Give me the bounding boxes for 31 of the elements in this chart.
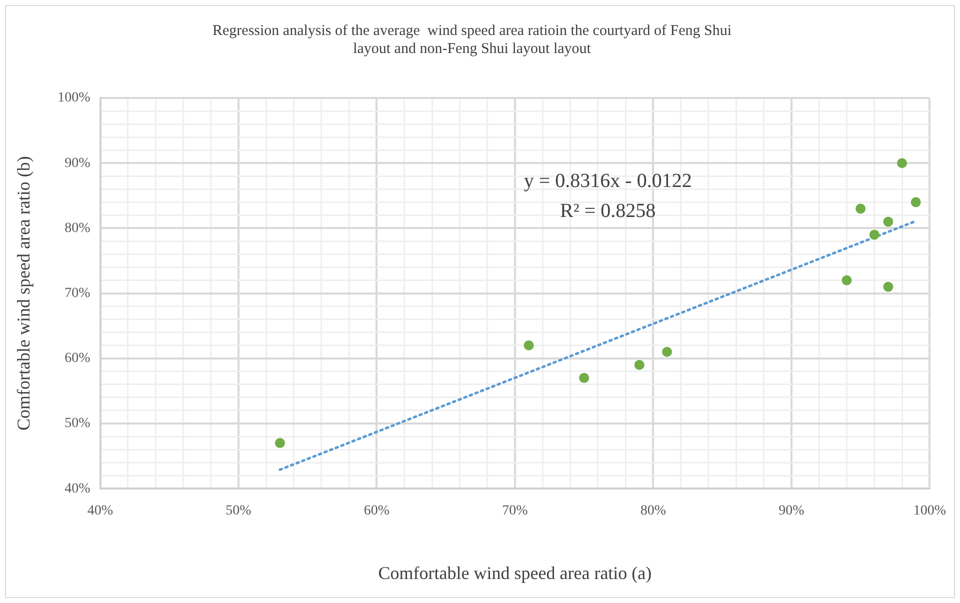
x-tick-label: 70% — [502, 504, 528, 519]
y-tick-label: 60% — [64, 351, 91, 366]
y-tick-label: 40% — [64, 481, 91, 496]
y-tick-label: 80% — [64, 220, 91, 236]
point — [634, 360, 644, 370]
x-tick-label: 100% — [913, 504, 946, 519]
x-axis-title: Comfortable wind speed area ratio (a) — [378, 562, 652, 583]
chart-title: Regression analysis of the average wind speed area ratioin the courtyard of Feng Shui layout and non-Feng Shui layout layout — [212, 22, 732, 57]
point — [524, 340, 534, 350]
x-tick-label: 90% — [778, 504, 805, 519]
point — [897, 158, 908, 168]
y-tick-label: 50% — [64, 416, 91, 432]
y-axis-title: Comfortable wind speed area ratio (b) — [14, 156, 34, 431]
point — [869, 230, 880, 240]
y-tick-label: 90% — [64, 156, 91, 171]
point — [883, 216, 894, 227]
point — [274, 438, 285, 448]
x-tick-label: 80% — [640, 504, 666, 519]
annotation: y = 0.8316x - 0.0122 — [524, 170, 692, 192]
point — [910, 197, 921, 208]
point — [662, 346, 672, 357]
point — [842, 275, 852, 286]
point — [883, 282, 894, 292]
x-tick-label: 50% — [226, 504, 252, 519]
y-tick-label: 70% — [64, 286, 91, 301]
y-tick-label: 100% — [58, 90, 91, 106]
x-tick-label: 40% — [87, 504, 114, 519]
point — [579, 372, 590, 383]
annotation: R² = 0.8258 — [560, 200, 656, 222]
point — [856, 204, 866, 214]
x-tick-label: 60% — [364, 504, 390, 519]
